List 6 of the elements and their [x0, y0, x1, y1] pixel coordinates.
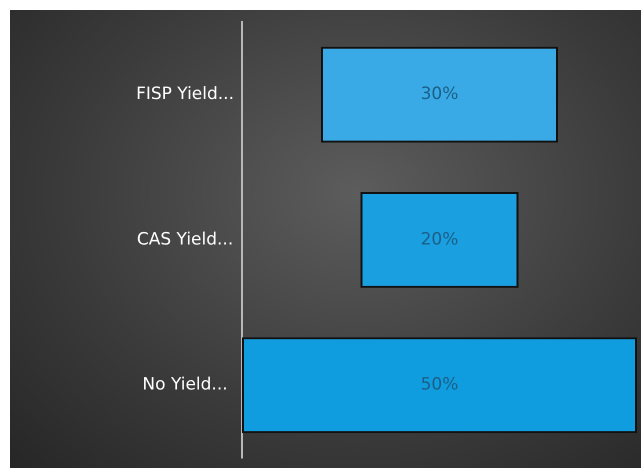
data-label: 30%: [420, 84, 458, 104]
category-label: CAS Yield...: [136, 229, 234, 250]
category-label: FISP Yield...: [136, 84, 234, 104]
data-label: 50%: [420, 374, 458, 395]
category-label: No Yield...: [142, 374, 228, 395]
data-label: 20%: [420, 229, 458, 250]
